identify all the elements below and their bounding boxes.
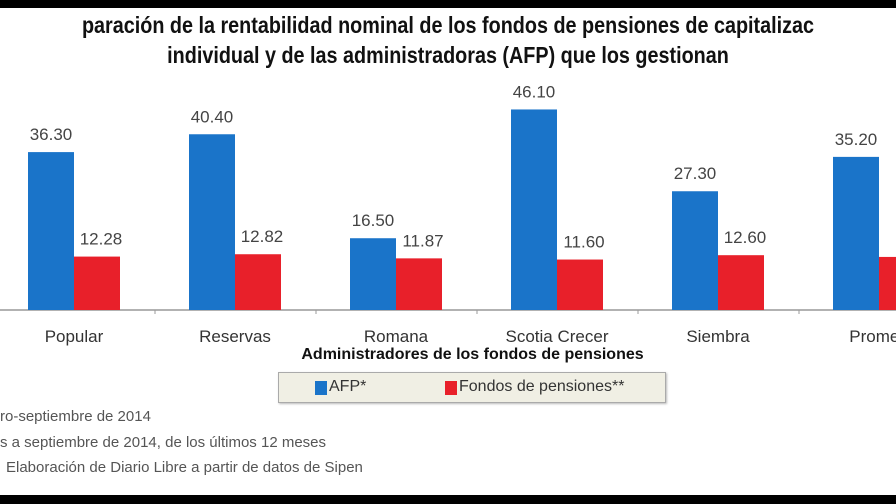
category-label: Scotia Crecer <box>506 327 609 346</box>
legend-label-fondos: Fondos de pensiones** <box>459 378 625 395</box>
footnote-2: s a septiembre de 2014, de los últimos 1… <box>0 434 327 451</box>
bar-fondos <box>235 254 281 310</box>
top-border <box>0 0 896 8</box>
data-label: 27.30 <box>674 164 717 183</box>
bar-afp <box>833 156 879 310</box>
bar-fondos <box>718 255 764 310</box>
bar-afp <box>350 238 396 310</box>
bar-afp <box>511 109 557 310</box>
x-axis-title: Administradores de los fondos de pension… <box>301 346 644 363</box>
bar-fondos <box>879 256 896 310</box>
data-label: 11.87 <box>402 231 443 250</box>
data-label: 12.82 <box>241 227 284 246</box>
bar-afp <box>672 191 718 310</box>
data-label: 12.60 <box>724 228 767 247</box>
chart-title-line-2: individual y de las administradoras (AFP… <box>167 42 729 68</box>
bar-fondos <box>557 259 603 310</box>
footnote-1: ro-septiembre de 2014 <box>0 408 151 425</box>
data-label: 35.20 <box>835 130 878 149</box>
data-label: 12.28 <box>80 230 123 249</box>
data-label: 46.10 <box>513 82 556 101</box>
category-label: Reservas <box>199 327 271 346</box>
data-label: 16.50 <box>352 211 395 230</box>
bottom-border <box>0 495 896 504</box>
bar-fondos <box>396 258 442 310</box>
category-label: Romana <box>364 327 429 346</box>
bar-afp <box>189 134 235 310</box>
category-label: Promed <box>849 327 896 346</box>
legend-swatch-fondos <box>445 381 457 395</box>
legend-swatch-afp <box>315 381 327 395</box>
legend-label-afp: AFP* <box>329 378 367 395</box>
data-label: 36.30 <box>30 125 73 144</box>
category-label: Siembra <box>686 327 750 346</box>
footnote-source: Elaboración de Diario Libre a partir de … <box>6 459 363 476</box>
chart-title-line-1: paración de la rentabilidad nominal de l… <box>81 12 815 38</box>
category-label: Popular <box>45 327 104 346</box>
bar-fondos <box>74 256 120 310</box>
data-label: 11.60 <box>563 233 604 252</box>
bar-afp <box>28 152 74 310</box>
legend: AFP* Fondos de pensiones** <box>278 372 666 403</box>
data-label: 40.40 <box>191 107 234 126</box>
